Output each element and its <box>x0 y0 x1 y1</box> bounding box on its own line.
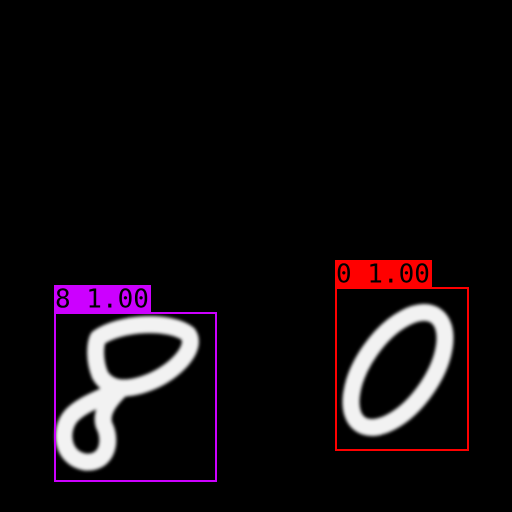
label: 8 1.00 <box>55 285 149 315</box>
digit-eight <box>55 316 199 471</box>
label-background <box>54 285 151 313</box>
label: 0 1.00 <box>336 260 430 290</box>
digit-zero <box>342 304 454 436</box>
detections: 8 1.00 0 1.00 <box>54 260 469 482</box>
label-background <box>335 260 432 288</box>
